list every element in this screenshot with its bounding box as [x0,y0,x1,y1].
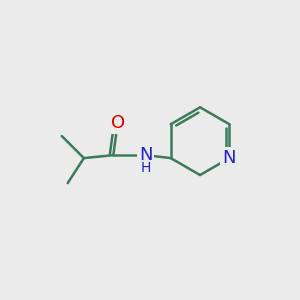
Text: N: N [139,146,152,164]
Text: O: O [111,114,125,132]
Text: N: N [223,149,236,167]
Text: H: H [140,161,151,176]
